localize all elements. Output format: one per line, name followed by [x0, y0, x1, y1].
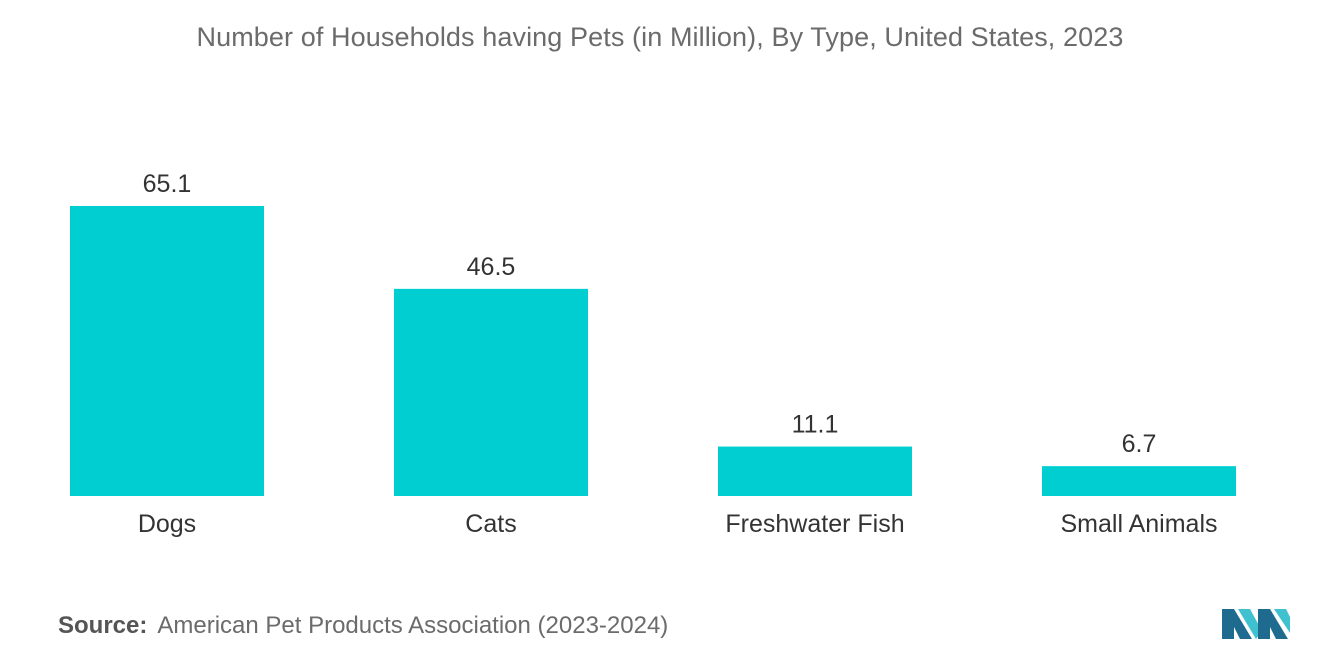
category-label: Freshwater Fish — [725, 510, 904, 538]
category-label: Dogs — [138, 510, 196, 538]
value-labels-group: 65.1 46.5 11.1 6.7 — [143, 170, 1157, 458]
value-label: 11.1 — [792, 411, 839, 439]
bar-small-animals — [1042, 466, 1236, 496]
source-label: Source: — [58, 612, 148, 639]
bar-dogs — [70, 206, 264, 496]
category-label: Small Animals — [1061, 510, 1218, 538]
mordor-intelligence-logo-icon — [1222, 609, 1290, 639]
chart-title: Number of Households having Pets (in Mil… — [196, 22, 1124, 52]
bar-chart: 65.1 46.5 11.1 6.7 Dogs Cats Freshwater Fish S… — [70, 170, 1236, 538]
source-text: American Pet Products Association (2023-… — [157, 612, 669, 639]
value-label: 65.1 — [143, 170, 192, 198]
category-labels-group: Dogs Cats Freshwater Fish Small Animals — [138, 510, 1218, 538]
bar-cats — [394, 288, 588, 496]
bars-group — [70, 206, 1236, 496]
bar-freshwater-fish — [718, 446, 912, 496]
value-label: 6.7 — [1122, 430, 1157, 458]
source-note: Source: American Pet Products Association… — [58, 612, 668, 640]
category-label: Cats — [465, 510, 516, 538]
value-label: 46.5 — [467, 253, 516, 281]
